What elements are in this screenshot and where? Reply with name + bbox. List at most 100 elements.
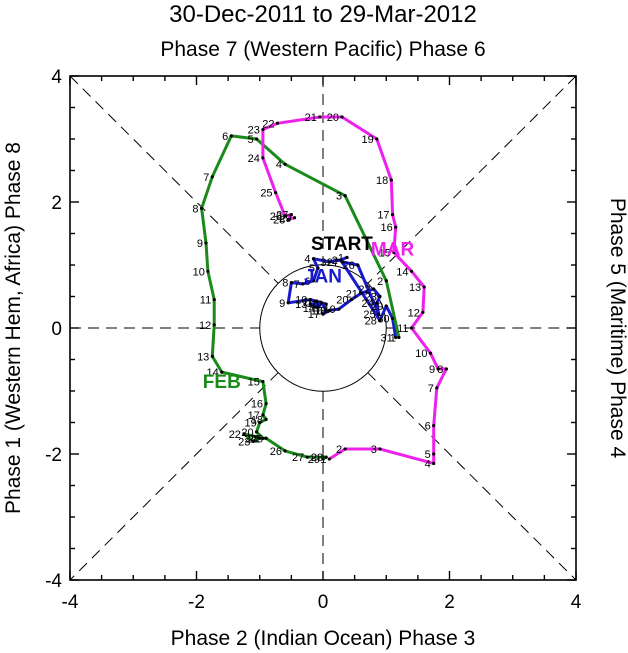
day-label-jan: 8 [282,278,288,290]
day-label-jan: 1 [338,252,344,264]
day-marker-mar [422,285,426,289]
day-label-mar: 23 [248,125,260,137]
day-marker-mar [283,214,287,218]
day-marker-jan [311,257,316,261]
day-marker-feb [261,379,265,384]
day-marker-mar [390,213,395,217]
day-marker-mar [289,213,293,217]
day-marker-mar [261,156,265,160]
day-label-feb: 6 [222,131,228,143]
x-axis-label: Phase 2 (Indian Ocean) Phase 3 [171,627,476,650]
day-marker-jan [316,306,320,310]
day-label-feb: 19 [245,418,257,430]
day-label-feb: 7 [203,172,209,184]
day-label-jan: 31 [380,332,392,344]
day-label-mar: 26 [270,211,282,223]
day-label-jan: 4 [304,254,310,266]
day-marker-feb [242,432,246,436]
day-label-jan: 27 [327,257,339,269]
day-marker-mar [421,310,425,314]
day-label-mar: 19 [362,134,374,146]
day-marker-feb [254,430,259,434]
day-marker-mar [292,216,297,220]
y-tick-label: 0 [51,319,62,340]
day-label-feb: 8 [192,203,198,215]
day-marker-jan [378,294,382,299]
day-marker-feb [283,449,287,453]
month-label-jan: JAN [304,267,342,288]
day-label-mar: 15 [379,247,391,259]
day-marker-feb [305,455,309,459]
day-marker-jan [308,298,312,302]
day-label-mar: 21 [305,112,317,124]
day-label-feb: 24 [245,433,257,445]
day-marker-feb [261,436,265,440]
day-marker-jan [337,307,341,311]
day-marker-feb [264,436,268,440]
day-marker-feb [321,457,325,461]
day-marker-feb [210,354,214,358]
day-label-jan: 11 [302,297,313,309]
day-label-mar: 2 [336,444,342,456]
day-label-feb: 28 [311,452,323,464]
day-marker-mar [318,115,322,119]
day-label-mar: 1 [320,454,326,466]
day-label-feb: 4 [276,159,282,171]
x-tick-label: -2 [188,592,205,613]
day-marker-feb [251,439,256,443]
day-label-jan: 9 [279,298,285,310]
chart-title: 30-Dec-2011 to 29-Mar-2012 [169,1,477,28]
y-axis-label-left: Phase 1 (Western Hem, Africa) Phase 8 [2,142,25,514]
day-marker-mar [436,367,440,371]
month-label-mar: MAR [371,240,415,261]
day-marker-feb [397,335,401,340]
day-label-mar: 14 [396,266,408,278]
day-label-jan: 20 [336,295,348,307]
day-label-jan: 30 [377,314,389,326]
day-marker-mar [444,367,448,371]
day-marker-feb [258,420,262,425]
day-label-feb: 5 [247,134,253,146]
day-label-mar: 12 [408,307,420,319]
day-marker-feb [206,269,210,273]
day-marker-jan [316,266,320,270]
day-marker-feb [384,279,388,283]
day-marker-feb [258,436,262,440]
day-marker-mar [432,452,436,456]
day-label-mar: 18 [376,175,388,187]
day-label-mar: 20 [327,112,339,124]
day-label-feb: 10 [193,266,205,278]
day-marker-mar [432,461,436,466]
day-marker-feb [212,298,216,302]
guide-diagonal-top-left [69,75,279,284]
month-labels: JAN FEB MAR [203,240,415,393]
day-label-mar: 28 [273,215,285,227]
day-label-feb: 16 [251,399,263,411]
day-label-jan: 25 [363,309,375,321]
day-label-jan: 24 [362,298,374,310]
x-tick-label: 0 [318,592,329,613]
day-marker-jan [375,301,379,305]
day-marker-feb [264,417,268,421]
day-label-jan: 10 [295,295,307,307]
day-label-jan: 15 [306,298,318,310]
day-marker-jan [356,263,360,267]
day-marker-feb [261,413,265,417]
x-tick-label: 2 [444,592,455,613]
day-marker-feb [264,402,268,406]
day-marker-jan [327,308,331,312]
day-label-jan: 16 [311,305,323,317]
guide-diagonal-bottom-right [367,372,577,581]
day-marker-mar [435,386,439,390]
day-label-feb: 9 [197,238,203,250]
day-label-feb: 11 [200,295,211,307]
day-label-feb: 3 [336,191,342,203]
day-label-mar: 8 [437,364,443,376]
axis-ticks [69,75,577,581]
guide-lines [69,75,577,581]
day-label-mar: 22 [262,118,274,130]
day-marker-mar [375,137,379,141]
month-label-feb: FEB [203,372,241,393]
day-marker-jan [378,318,382,323]
